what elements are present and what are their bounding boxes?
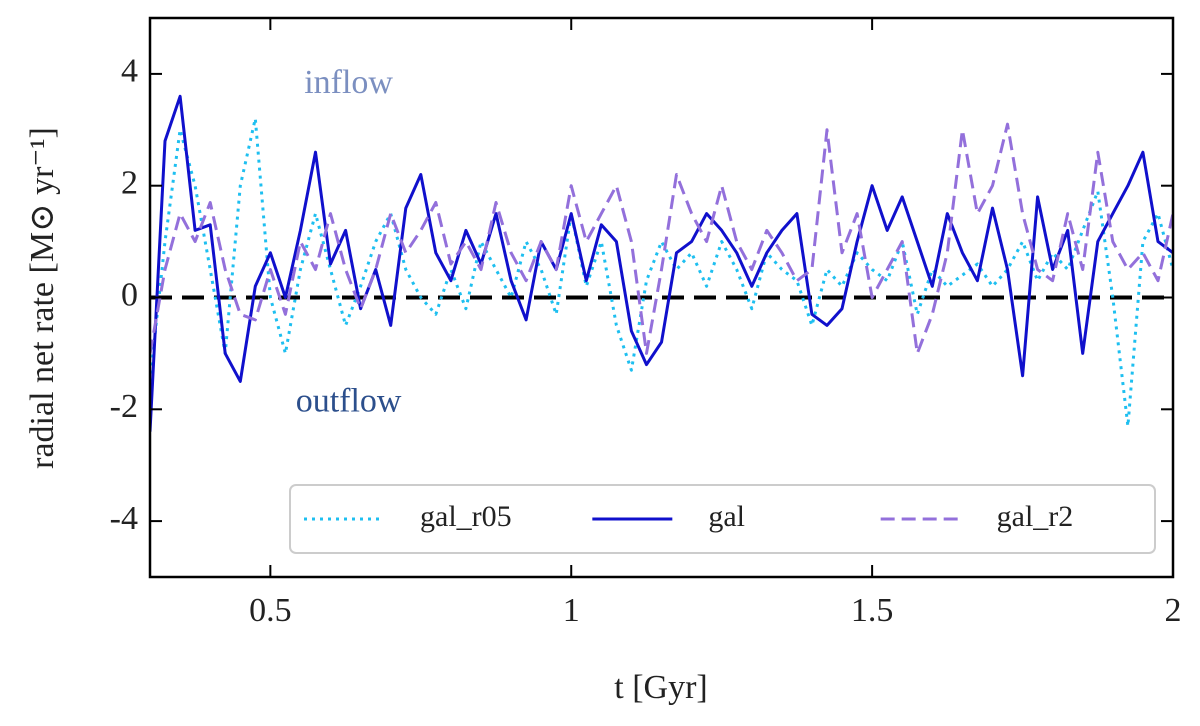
- x-tick-label: 2: [1165, 592, 1182, 629]
- y-axis-label: radial net rate [M⊙ yr⁻¹]: [24, 127, 61, 469]
- legend-box: [289, 484, 1156, 554]
- series-line: [150, 94, 1173, 432]
- x-tick-label: 1.5: [851, 592, 894, 629]
- series-line: [150, 117, 1173, 428]
- y-tick-label: -2: [110, 388, 138, 425]
- annotation: inflow: [304, 64, 393, 101]
- annotation: outflow: [296, 383, 402, 420]
- x-tick-label: 0.5: [249, 592, 292, 629]
- y-tick-label: 2: [121, 164, 138, 201]
- y-tick-label: 0: [121, 276, 138, 313]
- x-axis-label: t [Gyr]: [614, 669, 707, 706]
- legend-label: gal_r2: [997, 500, 1074, 533]
- legend-label: gal_r05: [420, 500, 512, 533]
- plot-area: [150, 94, 1173, 432]
- y-tick-label: 4: [121, 53, 138, 90]
- legend-label: gal: [708, 500, 745, 533]
- y-tick-label: -4: [110, 500, 138, 537]
- series-line: [150, 122, 1173, 355]
- x-tick-label: 1: [563, 592, 580, 629]
